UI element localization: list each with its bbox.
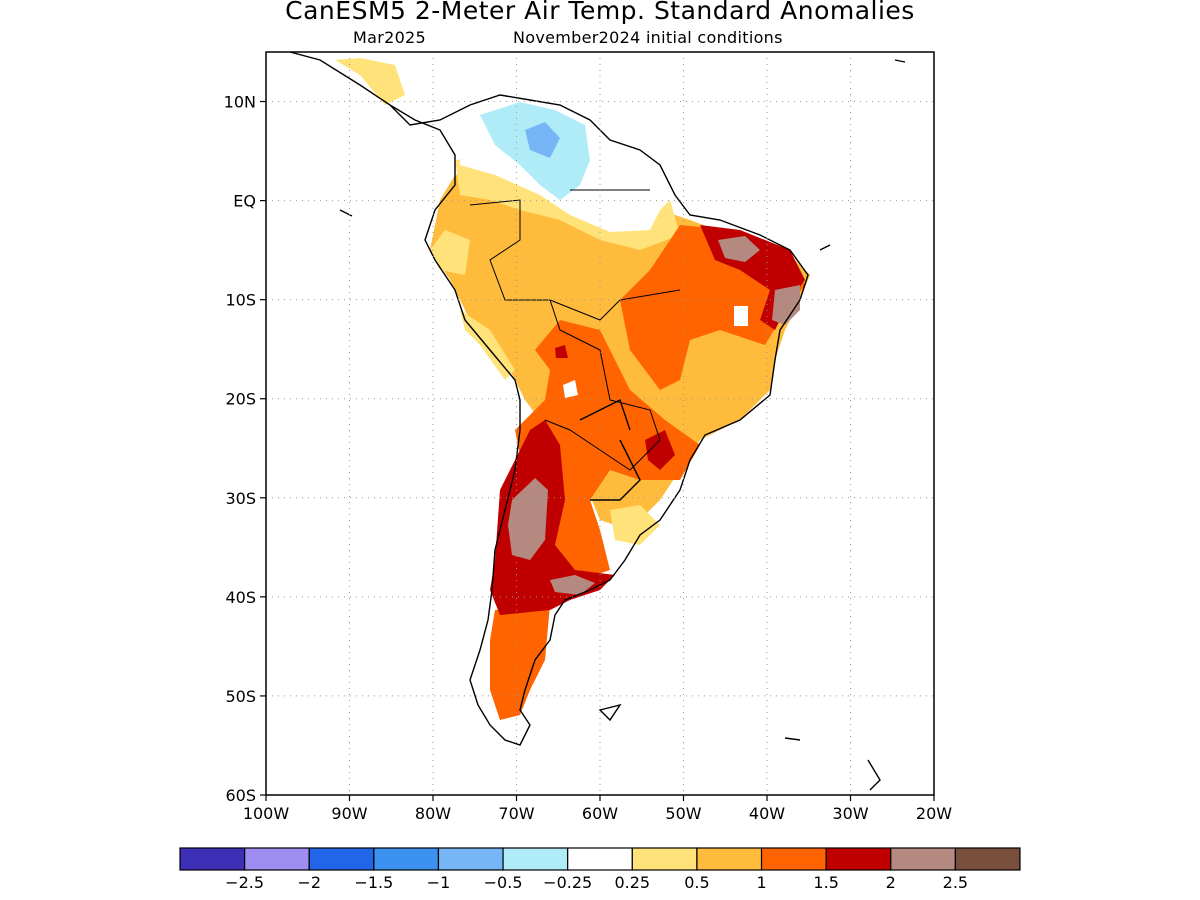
valid-month-label: Mar2025 bbox=[353, 28, 427, 47]
anomaly-region-2-2.5-northeast bbox=[718, 236, 760, 262]
anomaly-region-1.5-2-bolivia bbox=[555, 345, 568, 358]
colorbar-swatch bbox=[437, 847, 504, 871]
anomaly-region-2-2.5-coast bbox=[772, 285, 800, 325]
lon-tick-label: 70W bbox=[498, 804, 534, 823]
colorbar-swatch bbox=[179, 847, 246, 871]
lon-tick-label: 30W bbox=[832, 804, 868, 823]
colorbar-swatch bbox=[244, 847, 310, 871]
anomaly-region-0.25-0.5-south bbox=[610, 505, 660, 545]
lon-tick-label: 50W bbox=[665, 804, 701, 823]
anomaly-region-2-2.5-pampas bbox=[550, 575, 595, 595]
colorbar-label: 2 bbox=[886, 873, 896, 892]
lon-tick-label: 80W bbox=[415, 804, 451, 823]
colorbar-label: 1 bbox=[756, 873, 766, 892]
colorbar-label: −2.5 bbox=[225, 873, 264, 892]
lat-tick-label: 10N bbox=[224, 93, 256, 112]
anomaly-region-cool bbox=[525, 122, 560, 158]
colorbar-swatch bbox=[760, 847, 827, 871]
anomaly-region-near-normal-central bbox=[563, 380, 578, 398]
anomaly-region-2-2.5-andes bbox=[508, 478, 548, 560]
colorbar-label: 0.25 bbox=[614, 873, 650, 892]
lat-tick-label: 40S bbox=[225, 588, 256, 607]
coastlines bbox=[289, 52, 906, 791]
lat-tick-label: 20S bbox=[225, 390, 256, 409]
lat-tick-label: EQ bbox=[233, 192, 256, 211]
colorbar-swatch bbox=[631, 847, 698, 871]
colorbar-label: −1 bbox=[427, 873, 451, 892]
anomaly-region-1.5-2-andes bbox=[490, 420, 615, 615]
latitude-axis: 10N EQ 10S 20S 30S 40S 50S 60S bbox=[224, 93, 266, 805]
lat-tick-label: 50S bbox=[225, 687, 256, 706]
lat-tick-label: 10S bbox=[225, 291, 256, 310]
colorbar-label: 1.5 bbox=[813, 873, 838, 892]
colorbar-label: −0.5 bbox=[484, 873, 523, 892]
anomaly-region-1.5-2-chaco bbox=[645, 430, 675, 470]
anomaly-region-0.25-0.5-caribbean bbox=[335, 58, 405, 105]
lat-tick-label: 60S bbox=[225, 786, 256, 805]
masked-cell bbox=[734, 306, 748, 326]
colorbar-swatch bbox=[502, 847, 569, 871]
colorbar-label: −0.25 bbox=[543, 873, 592, 892]
lon-tick-label: 40W bbox=[749, 804, 785, 823]
colorbar-label: 0.5 bbox=[684, 873, 709, 892]
colorbar-swatch bbox=[567, 847, 633, 871]
colorbar-swatch bbox=[373, 847, 440, 871]
colorbar-swatch bbox=[825, 847, 892, 871]
colorbar: −2.5 −2 −1.5 −1 −0.5 −0.25 0.25 0.5 1 1.5 2 2.5 bbox=[179, 847, 1021, 892]
lon-tick-label: 20W bbox=[916, 804, 952, 823]
map-title: CanESM5 2-Meter Air Temp. Standard Anoma… bbox=[285, 0, 915, 25]
longitude-axis: 100W 90W 80W 70W 60W 50W 40W 30W 20W bbox=[243, 795, 952, 823]
colorbar-swatch bbox=[696, 847, 763, 871]
colorbar-label: 2.5 bbox=[943, 873, 968, 892]
colorbar-label: −1.5 bbox=[354, 873, 393, 892]
colorbar-swatch bbox=[308, 847, 375, 871]
anomaly-field bbox=[289, 52, 906, 791]
lon-tick-label: 60W bbox=[582, 804, 618, 823]
lon-tick-label: 100W bbox=[243, 804, 290, 823]
anomaly-region-1-1.5-patagonia bbox=[490, 605, 550, 720]
lon-tick-label: 90W bbox=[331, 804, 367, 823]
init-conditions-label: November2024 initial conditions bbox=[513, 28, 783, 47]
colorbar-swatch bbox=[954, 847, 1021, 871]
lat-tick-label: 30S bbox=[225, 489, 256, 508]
colorbar-swatch bbox=[890, 847, 956, 871]
anomaly-region-0.25-0.5-west bbox=[430, 230, 470, 275]
colorbar-label: −2 bbox=[297, 873, 321, 892]
